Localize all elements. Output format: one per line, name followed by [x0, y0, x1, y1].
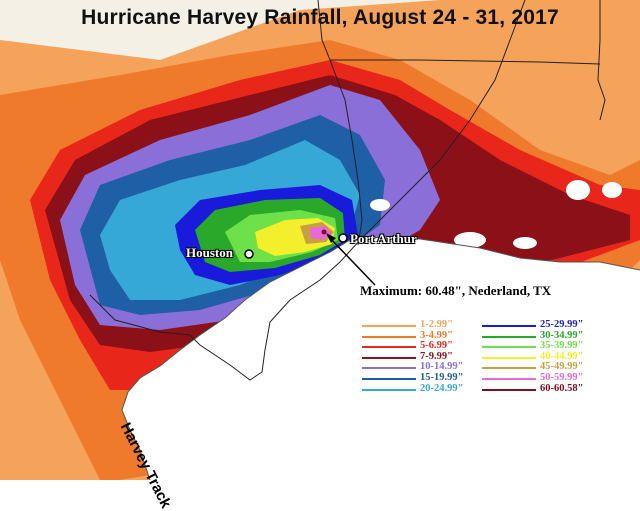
city-label-port-arthur: Port Arthur	[350, 231, 417, 246]
legend-label: 15-19.99"	[420, 372, 464, 383]
rainfall-map	[0, 0, 640, 480]
state-border	[330, 59, 601, 65]
legend-swatch	[482, 325, 536, 327]
legend-swatch	[362, 325, 416, 327]
legend-swatch	[362, 367, 416, 370]
legend-label: 45-49.99"	[540, 361, 584, 373]
legend-swatch	[482, 388, 536, 391]
legend-swatch	[362, 388, 416, 391]
houston-marker	[244, 249, 254, 259]
state-border	[317, 0, 363, 246]
coastline	[121, 235, 640, 480]
city-label-houston: Houston	[186, 245, 233, 260]
legend-label: 35-39.99"	[540, 340, 584, 352]
legend-label: 1-2.99"	[420, 319, 453, 330]
legend-label: 60-60.58"	[540, 382, 584, 394]
legend-swatch	[362, 335, 416, 338]
legend-label: 25-29.99"	[540, 319, 584, 330]
lake	[602, 182, 622, 198]
maximum-arrow	[327, 235, 376, 286]
maximum-arrowhead	[326, 233, 336, 243]
lake	[454, 232, 486, 248]
state-border	[597, 0, 606, 121]
legend-label: 30-34.99"	[540, 329, 584, 341]
port-arthur-marker	[338, 233, 348, 243]
harvey-track-line	[89, 0, 526, 381]
legend-swatch	[362, 356, 416, 359]
legend-label: 7-9.99"	[420, 350, 453, 362]
legend-swatch	[362, 346, 416, 349]
legend-label: 5-6.99"	[420, 340, 453, 352]
legend-swatch	[482, 378, 536, 380]
legend-label: 20-24.99"	[420, 382, 464, 394]
legend-swatch	[482, 335, 536, 338]
legend-swatch	[362, 378, 416, 380]
map-title: Hurricane Harvey Rainfall, August 24 - 3…	[81, 6, 559, 29]
legend-swatch	[482, 346, 536, 349]
lake	[513, 237, 537, 249]
maximum-annotation: Maximum: 60.48", Nederland, TX	[360, 283, 552, 298]
legend-label: 10-14.99"	[420, 361, 464, 373]
legend-swatch	[482, 356, 536, 359]
lake	[566, 180, 590, 200]
legend-swatch	[482, 367, 536, 370]
lake	[370, 199, 390, 211]
legend-label: 40-44.99"	[540, 350, 584, 362]
rain-band-50-60	[310, 226, 332, 240]
rain-band-60-max	[321, 229, 327, 235]
legend-label: 50-59.99"	[540, 372, 584, 383]
legend-label: 3-4.99"	[420, 329, 453, 341]
